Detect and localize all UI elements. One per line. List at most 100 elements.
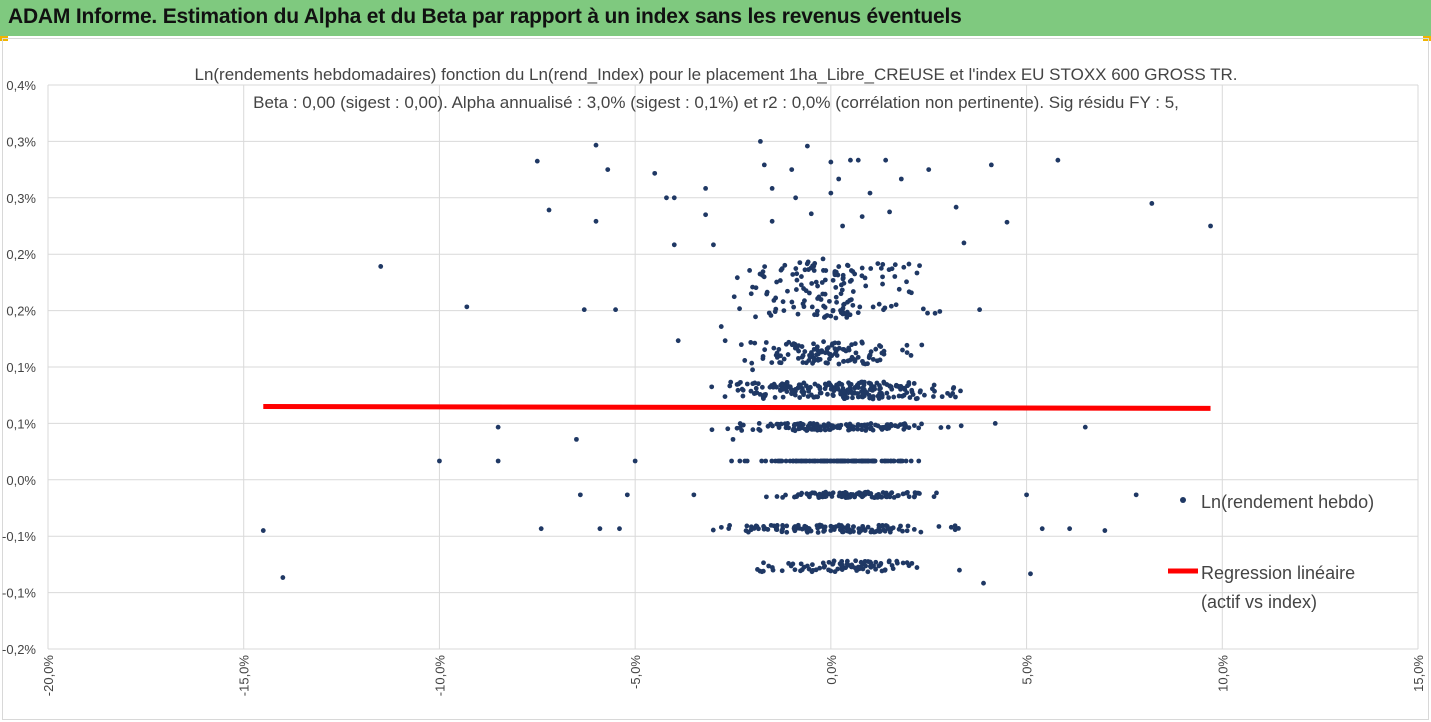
data-point: [828, 313, 834, 319]
data-point: [900, 560, 906, 566]
data-point: [797, 395, 803, 400]
data-point: [911, 423, 917, 428]
data-point: [856, 526, 862, 532]
data-point: [774, 279, 780, 285]
data-point: [859, 214, 865, 220]
data-point: [793, 287, 799, 292]
data-point: [842, 490, 848, 495]
data-point: [906, 425, 912, 431]
data-point: [762, 347, 768, 353]
data-point: [881, 458, 887, 464]
data-point: [790, 561, 796, 567]
data-point: [703, 186, 708, 191]
data-point: [861, 382, 867, 388]
data-point: [748, 340, 754, 345]
data-point: [876, 301, 882, 307]
data-point: [832, 270, 838, 276]
data-point: [811, 268, 817, 273]
data-point: [845, 358, 851, 364]
data-point: [675, 338, 681, 344]
data-point: [858, 559, 864, 565]
data-point: [792, 428, 798, 434]
data-point: [868, 425, 874, 431]
data-point: [859, 339, 865, 345]
data-point: [703, 212, 708, 218]
data-point: [691, 492, 697, 498]
data-point: [914, 270, 920, 276]
data-point: [911, 494, 917, 500]
y-tick-label: 0,1%: [6, 416, 36, 431]
x-tick-label: 5,0%: [1020, 655, 1035, 685]
data-point: [1028, 571, 1033, 577]
data-point: [839, 563, 845, 568]
data-point: [836, 264, 842, 269]
grid-lines: [47, 84, 1419, 650]
data-point: [849, 391, 855, 396]
data-point: [750, 381, 756, 387]
data-point: [830, 425, 836, 431]
data-point: [886, 267, 892, 273]
data-point: [813, 279, 819, 285]
data-point: [866, 354, 872, 360]
data-point: [868, 529, 874, 535]
data-point: [880, 281, 885, 287]
data-point: [846, 388, 852, 394]
data-point: [804, 261, 810, 267]
x-tick-label: -20,0%: [41, 655, 56, 697]
data-point: [840, 223, 845, 229]
data-point: [851, 426, 856, 432]
x-tick-label: 10,0%: [1215, 655, 1230, 692]
data-point: [931, 494, 937, 500]
data-point: [848, 157, 853, 163]
data-point: [858, 394, 864, 399]
data-point: [832, 346, 838, 352]
data-point: [802, 349, 808, 354]
y-tick-label: 0,2%: [6, 247, 36, 262]
data-point: [853, 558, 859, 564]
data-point: [855, 310, 861, 316]
data-point: [917, 491, 922, 496]
data-point: [738, 342, 744, 348]
data-point: [764, 289, 770, 295]
data-point: [856, 490, 862, 496]
data-point: [752, 340, 758, 346]
data-point: [744, 381, 750, 387]
data-point: [846, 427, 851, 433]
data-point: [931, 394, 936, 399]
data-point: [783, 386, 789, 392]
data-point: [815, 458, 821, 464]
data-point: [814, 312, 820, 318]
data-point: [822, 314, 828, 320]
data-point: [814, 352, 819, 358]
data-point: [786, 561, 792, 566]
data-point: [799, 567, 805, 573]
data-point: [771, 381, 777, 387]
data-point: [929, 386, 935, 392]
data-point: [725, 426, 731, 432]
data-point: [825, 391, 830, 397]
data-point: [783, 458, 789, 464]
data-point: [871, 458, 877, 464]
data-point: [709, 427, 715, 433]
data-point: [859, 265, 865, 271]
y-tick-label: 0,3%: [6, 191, 36, 206]
data-point: [792, 528, 798, 534]
data-point: [773, 306, 779, 312]
data-point: [840, 346, 846, 352]
data-point: [822, 277, 828, 283]
data-point: [735, 387, 741, 393]
y-tick-label: 0,4%: [6, 78, 36, 93]
data-point: [835, 385, 840, 390]
data-point: [762, 264, 768, 270]
data-point: [888, 303, 894, 309]
data-point: [850, 492, 856, 497]
data-point: [844, 458, 850, 464]
legend-points-label: Ln(rendement hebdo): [1201, 492, 1374, 512]
data-point: [728, 379, 734, 385]
data-point: [842, 395, 848, 401]
y-tick-label: 0,3%: [6, 134, 36, 149]
data-point: [800, 422, 806, 428]
data-point: [771, 523, 777, 529]
data-point: [916, 425, 922, 431]
data-point: [907, 395, 913, 400]
